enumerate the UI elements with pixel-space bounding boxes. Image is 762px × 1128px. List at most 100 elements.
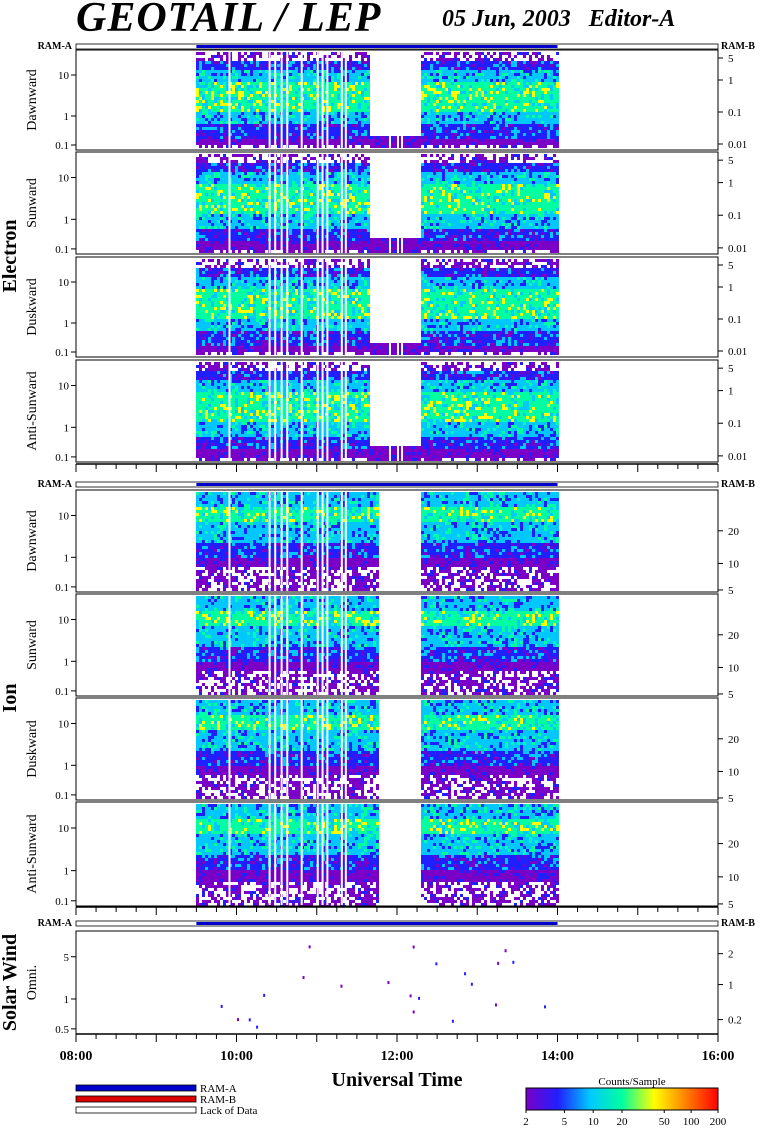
pixel [319, 145, 322, 148]
pixel [220, 100, 223, 103]
pixel [331, 88, 334, 91]
pixel [223, 115, 226, 118]
pixel [250, 133, 253, 136]
pixel [220, 121, 223, 124]
pixel [205, 112, 208, 115]
pixel [256, 79, 259, 82]
pixel [262, 91, 265, 94]
pixel [208, 118, 211, 121]
pixel [205, 94, 208, 97]
pixel [220, 82, 223, 85]
pixel [289, 127, 292, 130]
pixel [271, 109, 274, 112]
pixel [298, 109, 301, 112]
pixel [289, 103, 292, 106]
pixel [247, 109, 250, 112]
pixel [220, 76, 223, 79]
pixel [205, 67, 208, 70]
pixel [247, 67, 250, 70]
pixel [331, 91, 334, 94]
pixel [199, 61, 202, 64]
pixel [196, 100, 199, 103]
pixel [289, 85, 292, 88]
pixel [304, 61, 307, 64]
pixel [319, 139, 322, 142]
pixel [310, 103, 313, 106]
pixel [211, 67, 214, 70]
pixel [262, 100, 265, 103]
pixel [235, 91, 238, 94]
pixel [232, 91, 235, 94]
pixel [307, 94, 310, 97]
pixel [256, 109, 259, 112]
pixel [262, 82, 265, 85]
pixel [259, 64, 262, 67]
pixel [199, 124, 202, 127]
pixel [220, 55, 223, 58]
pixel [295, 85, 298, 88]
pixel [244, 91, 247, 94]
pixel [295, 142, 298, 145]
pixel [232, 94, 235, 97]
pixel [202, 88, 205, 91]
pixel [265, 100, 268, 103]
pixel [232, 82, 235, 85]
pixel [199, 76, 202, 79]
pixel [199, 52, 202, 55]
pixel [199, 91, 202, 94]
pixel [313, 109, 316, 112]
pixel [265, 94, 268, 97]
pixel [319, 121, 322, 124]
pixel [319, 133, 322, 136]
pixel [253, 100, 256, 103]
pixel [295, 124, 298, 127]
pixel [208, 136, 211, 139]
pixel [319, 103, 322, 106]
pixel [196, 127, 199, 130]
pixel [304, 79, 307, 82]
pixel [298, 91, 301, 94]
pixel [307, 58, 310, 61]
pixel [277, 136, 280, 139]
pixel [328, 103, 331, 106]
pixel [307, 124, 310, 127]
pixel [298, 73, 301, 76]
pixel [295, 106, 298, 109]
pixel [304, 124, 307, 127]
pixel [235, 136, 238, 139]
pixel [196, 112, 199, 115]
pixel [241, 94, 244, 97]
pixel [328, 121, 331, 124]
pixel [238, 94, 241, 97]
pixel [292, 70, 295, 73]
pixel [289, 124, 292, 127]
pixel [211, 130, 214, 133]
pixel [277, 121, 280, 124]
pixel [256, 97, 259, 100]
pixel [313, 70, 316, 73]
pixel [256, 94, 259, 97]
pixel [238, 88, 241, 91]
pixel [217, 85, 220, 88]
pixel [292, 85, 295, 88]
pixel [217, 52, 220, 55]
pixel [292, 103, 295, 106]
pixel [331, 61, 334, 64]
pixel [220, 127, 223, 130]
pixel [220, 70, 223, 73]
pixel [220, 133, 223, 136]
pixel [253, 91, 256, 94]
pixel [202, 139, 205, 142]
pixel [313, 79, 316, 82]
pixel [304, 136, 307, 139]
pixel [283, 52, 286, 55]
pixel [202, 82, 205, 85]
pixel [214, 127, 217, 130]
pixel [310, 79, 313, 82]
pixel [307, 88, 310, 91]
pixel [328, 130, 331, 133]
pixel [256, 52, 259, 55]
pixel [250, 97, 253, 100]
pixel [298, 121, 301, 124]
pixel [244, 124, 247, 127]
